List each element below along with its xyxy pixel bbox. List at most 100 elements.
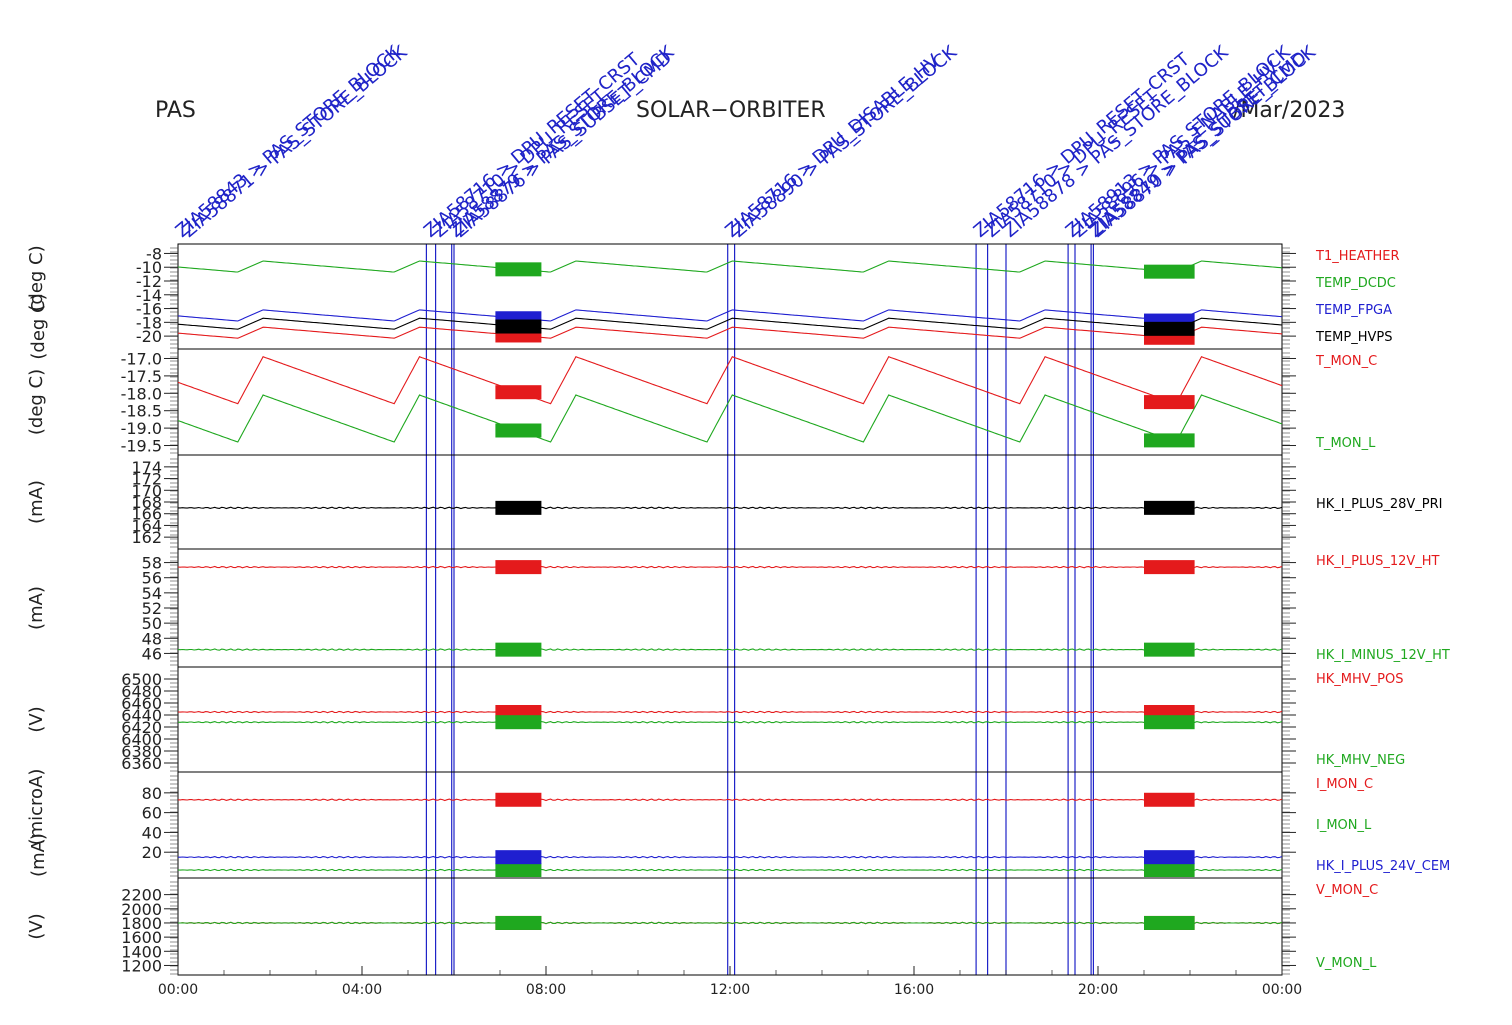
- y-tick-label: 50: [142, 614, 162, 633]
- y-tick-label: -17.5: [121, 367, 162, 386]
- dense-sample-block: [1144, 792, 1195, 807]
- dense-sample-block: [495, 863, 542, 878]
- dense-sample-block: [495, 262, 542, 277]
- y-tick-label: -12: [136, 272, 162, 291]
- header-left: PAS: [155, 98, 196, 123]
- legend-temp_dcdc: TEMP_DCDC: [1315, 276, 1396, 291]
- legend-hk_i_plus_24v_cem: HK_I_PLUS_24V_CEM: [1316, 859, 1450, 874]
- dense-sample-block: [1144, 863, 1195, 878]
- panel-frame: [177, 348, 1283, 456]
- y-tick-label: 2000: [121, 900, 162, 919]
- y-tick-label: -17.0: [121, 349, 162, 368]
- x-tick-label: 00:00: [158, 982, 198, 998]
- dense-sample-block: [495, 715, 542, 730]
- legend-temp_hvps: TEMP_HVPS: [1315, 330, 1392, 345]
- series-line-hk_mhv_neg: [177, 720, 1283, 724]
- series-line-hk_mhv_pos: [177, 710, 1283, 714]
- dense-sample-block: [495, 500, 542, 515]
- legend-t_mon_l: T_MON_L: [1315, 436, 1376, 451]
- series-line-t_mon_l: [177, 394, 1283, 443]
- y-tick-label: 6380: [121, 742, 162, 761]
- y-axis-label-2: (mA): [28, 833, 49, 877]
- y-tick-label: 166: [131, 505, 162, 524]
- y-tick-label: 6360: [121, 754, 162, 773]
- y-tick-label: -19.0: [121, 419, 162, 438]
- y-tick-label: 174: [131, 458, 162, 477]
- series-line-t1_heather: [177, 326, 1283, 339]
- legend-hk_i_minus_12v_ht: HK_I_MINUS_12V_HT: [1316, 648, 1450, 663]
- dense-sample-block: [1144, 642, 1195, 657]
- panel-frame: [177, 454, 1283, 550]
- dense-sample-block: [1144, 264, 1195, 279]
- y-tick-label: 162: [131, 528, 162, 547]
- panels: -8-10-12-14-16-18-20(deg C)(deg C)T1_HEA…: [26, 243, 1450, 976]
- y-tick-label: 52: [142, 599, 162, 618]
- y-tick-label: 164: [131, 516, 162, 535]
- y-tick-label: 2200: [121, 886, 162, 905]
- series-line-temp_fpga: [177, 309, 1283, 322]
- series-line-i_mon_c: [177, 798, 1283, 802]
- dense-sample-block: [495, 423, 542, 438]
- series-line-hk_i_plus_24v_cem: [178, 855, 1283, 859]
- x-axis: 00:00 04:00 08:00 12:00 16:00 20:00 00:00: [158, 966, 1302, 998]
- y-tick-label: 6440: [121, 706, 162, 725]
- legend-t1_heather: T1_HEATHER: [1315, 249, 1400, 264]
- panel-frame: [177, 877, 1283, 976]
- y-tick-label: -18.0: [121, 384, 162, 403]
- y-tick-label: 58: [142, 554, 162, 573]
- legend-i_mon_c: I_MON_C: [1316, 777, 1373, 792]
- y-tick-label: 48: [142, 629, 162, 648]
- dense-sample-block: [1144, 433, 1195, 448]
- legend-i_mon_l: I_MON_L: [1316, 818, 1372, 833]
- y-axis-label: (deg C): [26, 245, 47, 311]
- series-line-temp_dcdc: [177, 260, 1283, 273]
- y-tick-label: -8: [146, 244, 162, 263]
- y-tick-label: -18.5: [121, 402, 162, 421]
- y-tick-label: 60: [142, 804, 162, 823]
- legend-v_mon_l: V_MON_L: [1316, 956, 1377, 971]
- y-axis-label: (microA): [26, 769, 47, 846]
- y-axis-label: (mA): [26, 480, 47, 524]
- dense-sample-block: [495, 560, 542, 575]
- dense-sample-block: [1144, 560, 1195, 575]
- series-line-i_mon_l: [177, 868, 1283, 872]
- y-tick-label: 20: [142, 843, 162, 862]
- series-line-t_mon_c: [177, 356, 1283, 405]
- dense-sample-block: [495, 385, 542, 400]
- x-tick-label: 08:00: [526, 982, 566, 998]
- y-tick-label: 172: [131, 470, 162, 489]
- y-tick-label: 6400: [121, 730, 162, 749]
- dense-sample-block: [495, 850, 542, 865]
- legend-v_mon_c: V_MON_C: [1316, 883, 1378, 898]
- panel-frame: [177, 771, 1283, 879]
- series-line-hk_i_minus_12v_ht: [177, 648, 1283, 651]
- y-tick-label: -20: [136, 327, 162, 346]
- y-tick-label: 170: [131, 481, 162, 500]
- y-tick-label: 46: [142, 644, 162, 663]
- series-line-hk_i_plus_28v_pri: [178, 506, 1283, 510]
- y-tick-label: -10: [136, 258, 162, 277]
- y-tick-label: 1600: [121, 928, 162, 947]
- dense-sample-block: [1144, 500, 1195, 515]
- dense-sample-block: [1144, 915, 1195, 930]
- y-tick-label: 6460: [121, 694, 162, 713]
- command-label: ZIA58871 > PAS_STORE_BLOCK: [179, 41, 412, 242]
- header-center: SOLAR−ORBITER: [636, 98, 826, 123]
- y-tick-label: 80: [142, 784, 162, 803]
- command-label: ZIA58876 > PAS_SUBSET_CMD: [450, 47, 676, 242]
- y-tick-label: -18: [136, 313, 162, 332]
- y-axis-label: (deg C): [26, 369, 47, 435]
- dense-sample-block: [1144, 715, 1195, 730]
- dense-sample-block: [495, 642, 542, 657]
- y-axis-label: (mA): [26, 586, 47, 630]
- legend-hk_i_plus_12v_ht: HK_I_PLUS_12V_HT: [1316, 554, 1440, 569]
- dense-sample-block: [1144, 395, 1195, 410]
- y-tick-label: -14: [136, 286, 162, 305]
- header-right: /Mar/2023: [1233, 98, 1345, 123]
- legend-hk_mhv_pos: HK_MHV_POS: [1316, 672, 1404, 687]
- y-axis-label: (V): [26, 913, 47, 939]
- y-tick-label: 56: [142, 569, 162, 588]
